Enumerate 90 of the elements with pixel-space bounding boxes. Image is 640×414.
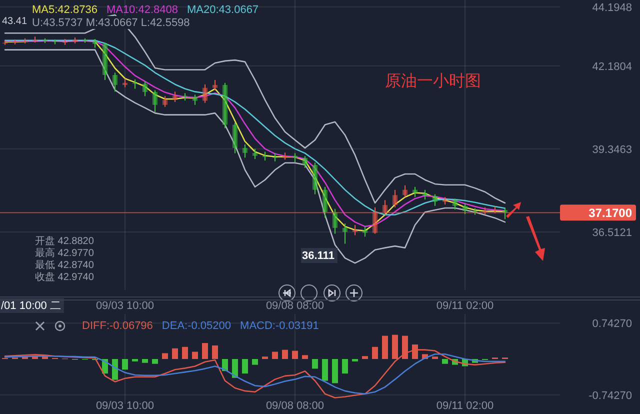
bar	[292, 350, 298, 359]
candlestick	[352, 224, 358, 236]
candlestick	[222, 82, 228, 129]
bar	[442, 359, 448, 364]
y-tick-label: 0.74270	[592, 318, 632, 330]
candlestick	[332, 208, 338, 234]
candlestick	[292, 152, 298, 162]
candlestick	[462, 203, 468, 215]
text: MA20:43.0667	[187, 4, 259, 16]
candlestick	[412, 186, 418, 198]
candlestick	[72, 36, 78, 44]
bar	[162, 353, 168, 359]
candlestick	[312, 162, 318, 195]
candlestick	[152, 90, 158, 113]
bar	[312, 359, 318, 369]
candlestick	[192, 94, 198, 106]
candlestick	[202, 84, 208, 104]
annotation: 开盘 42.8820	[35, 235, 94, 247]
annotation: MACD:-0.03191	[240, 320, 319, 332]
candlestick	[102, 42, 108, 80]
y-tick-label: 44.1948	[592, 2, 632, 14]
x-tick-label: 09/08 08:00	[266, 400, 324, 412]
candlestick	[342, 223, 348, 244]
candlestick	[172, 91, 178, 102]
bar	[342, 359, 348, 374]
candlestick	[12, 39, 18, 45]
bar	[332, 359, 338, 384]
annotation: 最高 42.9770	[35, 247, 94, 259]
bar	[382, 336, 388, 359]
text: /01 10:00 二	[1, 300, 61, 312]
annotation: 36.111	[302, 250, 334, 262]
text: DEA:-0.05200	[162, 320, 232, 332]
bar	[172, 348, 178, 359]
bar	[252, 359, 258, 365]
ref-line-label: 37.1700	[588, 206, 632, 220]
bar	[362, 356, 368, 359]
bar	[372, 346, 378, 359]
candlestick	[362, 226, 368, 238]
candlestick	[502, 208, 508, 220]
candlestick	[92, 38, 98, 48]
x-tick-label: 09/03 10:00	[96, 400, 154, 412]
text: MA10:42.8408	[106, 4, 178, 16]
candlestick	[392, 189, 398, 208]
x-tick-label: 09/08 08:00	[266, 300, 324, 312]
text: MA5:42.8736	[32, 4, 98, 16]
bar	[192, 352, 198, 359]
bar	[122, 359, 128, 370]
bar	[322, 359, 328, 381]
candlestick	[442, 196, 448, 205]
bar	[142, 359, 148, 363]
candlestick	[422, 189, 428, 200]
y-tick-label: 39.3463	[592, 144, 632, 156]
bar	[282, 350, 288, 359]
bar	[112, 359, 118, 380]
bar	[182, 346, 188, 359]
candlestick	[122, 78, 128, 88]
candlestick	[302, 156, 308, 168]
candlestick	[52, 39, 58, 45]
bar	[272, 352, 278, 359]
y-tick-label: 36.5121	[592, 226, 632, 239]
candlestick	[112, 72, 118, 92]
bar	[152, 359, 158, 364]
candlestick	[432, 194, 438, 206]
y-tick-label: 42.1804	[592, 60, 632, 73]
candlestick	[402, 184, 408, 198]
annotation: 原油一小时图	[385, 72, 481, 90]
annotation: 最低 42.8740	[35, 260, 94, 271]
candlestick	[212, 79, 218, 91]
bar	[232, 359, 238, 378]
text: DIFF:-0.06796	[82, 320, 153, 332]
bar	[302, 355, 308, 359]
candlestick	[282, 152, 288, 160]
annotation: U:43.5737 M:43.0667 L:42.5598	[32, 17, 190, 29]
x-tick-label: 09/11 02:00	[436, 400, 494, 412]
annotation: 43.41	[2, 16, 28, 27]
x-tick-label: 09/03 10:00	[96, 300, 154, 312]
x-tick-label: 09/11 02:00	[436, 300, 494, 312]
candlestick	[22, 38, 28, 44]
candlestick	[162, 96, 168, 108]
candlestick	[142, 80, 148, 97]
candlestick	[322, 186, 328, 218]
y-tick-label: -0.74270	[588, 390, 632, 402]
candlestick	[452, 198, 458, 210]
candlestick	[232, 122, 238, 154]
annotation: 收盘 42.9740	[35, 271, 94, 283]
candlestick	[272, 152, 278, 162]
candlestick	[242, 144, 248, 158]
candlestick	[252, 148, 258, 160]
bar	[242, 359, 248, 374]
candlestick	[132, 78, 138, 90]
